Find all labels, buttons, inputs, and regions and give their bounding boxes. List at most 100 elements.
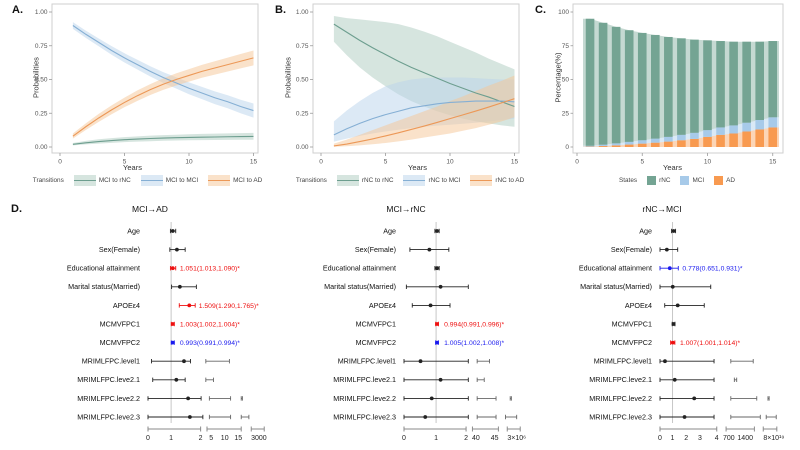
confidence-ribbon	[72, 50, 254, 139]
estimate-dot	[672, 377, 677, 382]
forest-row-label: Age	[383, 226, 396, 235]
stacked-bar-segment	[703, 40, 712, 131]
legend-item-label: rNC	[659, 177, 671, 184]
x-tick-label: 45	[491, 435, 499, 442]
y-tick-label: 0.50	[296, 77, 309, 84]
hazard-ratio-annotation: 1.005(1.002,1.008)*	[444, 340, 504, 347]
panel-a: A. Probabilities 0.00 0.25 0.50 0.75 1.00 0 5 1…	[0, 0, 265, 200]
legend-item: MCI	[680, 176, 704, 185]
x-tick-label: 1	[671, 435, 675, 442]
estimate-dot	[174, 377, 179, 382]
x-tick-label: 5	[123, 159, 127, 166]
stacked-bar-segment	[768, 41, 778, 118]
top-row: A. Probabilities 0.00 0.25 0.50 0.75 1.00 0 5 1…	[0, 0, 800, 200]
legend-item: rNC to rNC	[336, 175, 394, 186]
stacked-bar-segment	[611, 145, 621, 147]
stacked-bar-segment	[624, 141, 634, 145]
plot-border	[312, 3, 520, 154]
stacked-bar-segment	[637, 32, 647, 141]
legend-item: rNC to MCI	[403, 175, 460, 186]
stacked-bar-segment	[585, 18, 595, 146]
estimate-dot	[435, 322, 439, 326]
forest-row-label: MCMVFPC2	[612, 338, 652, 347]
stacked-bar-segment	[729, 125, 738, 134]
legend-item-label: MCI to rNC	[98, 177, 131, 184]
stacked-bar-segment	[677, 38, 686, 135]
panel-b-legend: Transitions rNC to rNC rNC to MCI rNC to…	[265, 175, 530, 186]
stacked-bar-segment	[664, 36, 673, 137]
y-tick-label: 100	[558, 9, 569, 16]
stacked-bar-segment	[768, 127, 778, 147]
forest-row-label: MRIMLFPC.level1	[594, 357, 652, 366]
stacked-bar-segment	[598, 146, 608, 147]
estimate-dot	[438, 284, 443, 289]
estimate-dot	[664, 247, 669, 252]
stacked-bar-segment	[755, 129, 764, 147]
y-tick-label: 0.50	[35, 77, 48, 84]
forest-row-label: MCMVFPC1	[356, 319, 396, 328]
estimate-dot	[186, 396, 191, 401]
forest-plot-rnc-mci: rNC→MCI Age Sex(Female) Educational attain…	[542, 204, 798, 449]
square-swatch-icon	[680, 176, 690, 185]
panel-a-legend-title: Transitions	[32, 177, 64, 184]
estimate-dot	[427, 247, 432, 252]
y-tick-label: 0.75	[296, 43, 309, 50]
estimate-dot	[187, 303, 192, 308]
stacked-bar-segment	[729, 133, 738, 147]
ribbon-swatch-icon	[208, 175, 231, 186]
forest-row-label: MRIMLFPC.leve2.1	[589, 375, 652, 384]
legend-item: MCI to rNC	[73, 175, 131, 186]
estimate-dot	[423, 415, 428, 419]
legend-item-label: MCI to AD	[233, 177, 263, 184]
stacked-bar-segment	[664, 136, 673, 142]
x-tick-label: 3	[698, 435, 702, 442]
confidence-ribbon	[72, 132, 254, 146]
forest-row-label: Educational attainment	[323, 264, 396, 273]
estimate-dot	[170, 340, 175, 345]
panel-c-chart: 0 25 50 75 100 0 5 10 15	[558, 3, 784, 166]
x-tick-label: 5	[209, 435, 213, 442]
estimate-dot	[177, 284, 182, 289]
x-tick-label: 15	[250, 159, 258, 166]
stacked-bar-segment	[624, 144, 634, 147]
estimate-dot	[428, 303, 433, 308]
x-tick-label: 15	[234, 435, 242, 442]
trend-line	[333, 23, 515, 108]
forest-row-label: Marital status(Married)	[580, 282, 652, 291]
x-tick-label: 5	[640, 159, 644, 166]
forest-row-label: MRIMLFPC.leve2.1	[77, 375, 140, 384]
stacked-bar-segment	[755, 120, 764, 130]
hazard-ratio-annotation: 1.003(1.002,1.004)*	[180, 321, 240, 328]
forest-row-label: MRIMLFPC.leve2.3	[77, 412, 140, 421]
y-tick-label: 0.00	[35, 144, 48, 151]
estimate-dot	[692, 396, 697, 401]
panel-b-chart: 0.00 0.25 0.50 0.75 1.00 0 5 10 15	[296, 3, 520, 166]
plot-border	[572, 3, 784, 154]
estimate-dot	[418, 359, 423, 364]
x-tick-label: 2	[684, 435, 688, 442]
forest-plot-mci-rnc: MCI→rNC Age Sex(Female) Educational attain…	[286, 204, 542, 449]
estimate-dot	[429, 396, 434, 401]
estimate-dot	[187, 415, 192, 419]
hazard-ratio-annotation: 1.007(1.001,1.014)*	[680, 340, 740, 347]
x-tick-label: 8×10¹⁹	[763, 435, 784, 442]
x-tick-label: 1	[434, 435, 438, 442]
x-tick-label: 0	[658, 435, 662, 442]
forest-row-label: MCMVFPC2	[100, 338, 140, 347]
stacked-bar-segment	[742, 41, 751, 123]
legend-item: rNC to AD	[470, 175, 524, 186]
estimate-dot	[438, 377, 443, 382]
panel-c-label: C.	[535, 4, 546, 16]
panel-b: B. Probabilities 0.00 0.25 0.50 0.75 1.00 0 5 1…	[265, 0, 530, 200]
stacked-bar-segment	[716, 127, 725, 135]
x-tick-label: 0	[402, 435, 406, 442]
x-tick-label: 700	[723, 435, 735, 442]
panel-a-x-axis-label: Years	[123, 163, 142, 172]
estimate-dot	[170, 322, 175, 326]
estimate-dot	[663, 359, 667, 364]
x-tick-label: 2	[464, 435, 468, 442]
forest-row-label: Age	[639, 226, 652, 235]
legend-item-label: rNC to rNC	[361, 177, 394, 184]
estimate-dot	[671, 322, 676, 326]
panel-a-legend: Transitions MCI to rNC MCI to MCI MCI to…	[0, 175, 265, 186]
